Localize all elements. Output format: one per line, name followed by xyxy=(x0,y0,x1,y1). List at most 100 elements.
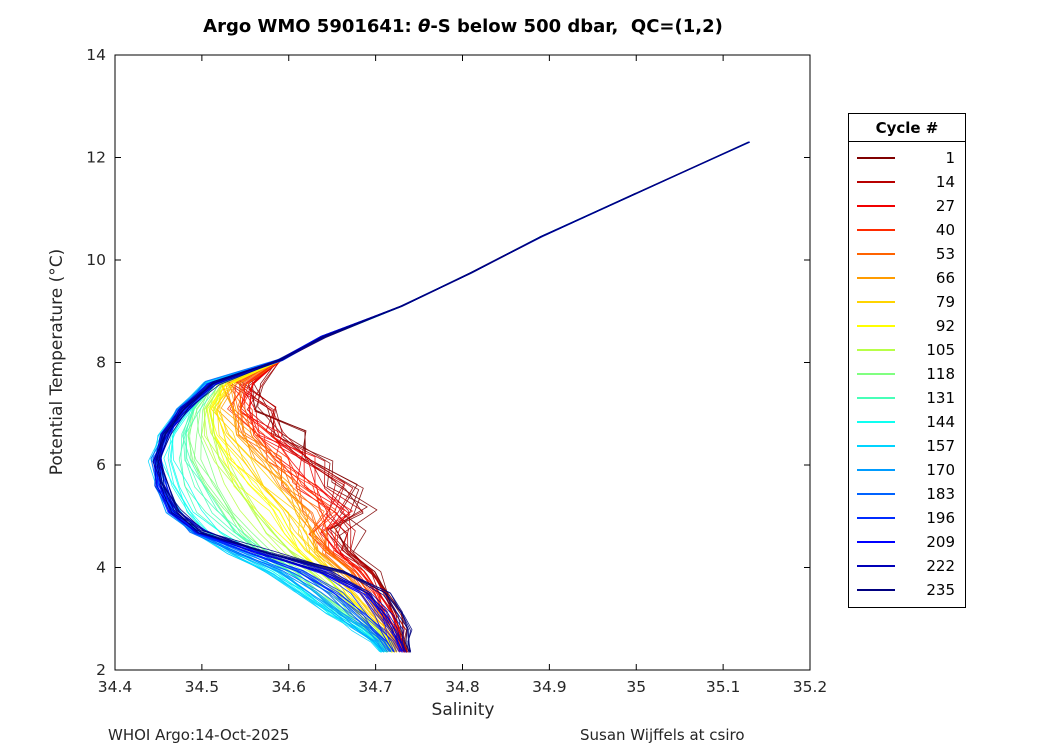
legend-entry: 209 xyxy=(849,530,965,554)
profile-line xyxy=(155,192,637,652)
profile-line xyxy=(156,141,749,653)
legend-entry: 105 xyxy=(849,338,965,362)
profile-line xyxy=(185,141,750,653)
legend-line-sample xyxy=(849,373,895,375)
legend-entry: 66 xyxy=(849,266,965,290)
profile-line xyxy=(152,193,637,653)
legend-entry: 144 xyxy=(849,410,965,434)
legend-entry-label: 144 xyxy=(926,413,955,431)
legend: Cycle # 1 14 27 40 53 66 79 92 105 118 131 144 157 17… xyxy=(848,113,966,608)
legend-entry: 157 xyxy=(849,434,965,458)
profile-line xyxy=(237,193,637,653)
chart-title-suffix: -S below 500 dbar, QC=(1,2) xyxy=(430,16,723,37)
legend-entry-label: 105 xyxy=(926,341,955,359)
legend-line-sample xyxy=(849,253,895,255)
legend-entries: 1 14 27 40 53 66 79 92 105 118 131 144 157 170 183 196 2… xyxy=(849,142,965,607)
profile-line xyxy=(203,192,637,653)
y-tick-label: 2 xyxy=(96,661,106,679)
legend-entry-label: 209 xyxy=(926,533,955,551)
legend-entry: 79 xyxy=(849,290,965,314)
profile-line xyxy=(154,141,750,652)
y-tick-label: 8 xyxy=(96,354,106,372)
x-tick-label: 34.7 xyxy=(358,678,393,696)
profile-line xyxy=(161,193,637,653)
profile-line xyxy=(225,192,636,652)
y-tick-label: 14 xyxy=(86,46,106,64)
x-tick-label: 35.2 xyxy=(793,678,828,696)
legend-line-sample xyxy=(849,397,895,399)
legend-line-sample xyxy=(849,349,895,351)
y-tick-label: 4 xyxy=(96,559,106,577)
legend-entry-label: 92 xyxy=(935,317,955,335)
x-tick-label: 34.4 xyxy=(98,678,133,696)
legend-entry-label: 170 xyxy=(926,461,955,479)
profile-line xyxy=(157,192,636,652)
legend-line-sample xyxy=(849,181,895,183)
profile-line xyxy=(239,236,541,652)
legend-entry: 118 xyxy=(849,362,965,386)
legend-entry-label: 235 xyxy=(926,581,955,599)
legend-line-sample xyxy=(849,493,895,495)
legend-entry-label: 1 xyxy=(945,149,955,167)
legend-line-sample xyxy=(849,301,895,303)
legend-entry: 222 xyxy=(849,554,965,578)
x-tick-label: 34.5 xyxy=(185,678,220,696)
legend-line-sample xyxy=(849,565,895,567)
legend-entry-label: 66 xyxy=(935,269,955,287)
legend-entry-label: 53 xyxy=(935,245,955,263)
x-tick-label: 34.9 xyxy=(532,678,567,696)
profile-line xyxy=(156,236,541,653)
legend-entry-label: 118 xyxy=(926,365,955,383)
legend-line-sample xyxy=(849,541,895,543)
legend-entry: 196 xyxy=(849,506,965,530)
y-tick-label: 10 xyxy=(86,251,106,269)
profile-line xyxy=(160,141,749,652)
legend-line-sample xyxy=(849,277,895,279)
y-axis-label: Potential Temperature (°C) xyxy=(47,248,67,476)
legend-line-sample xyxy=(849,469,895,471)
legend-entry: 53 xyxy=(849,242,965,266)
profile-line xyxy=(153,236,542,652)
legend-entry-label: 40 xyxy=(935,221,955,239)
legend-entry-label: 27 xyxy=(935,197,955,215)
profile-line xyxy=(235,141,750,652)
footer-left-text: WHOI Argo:14-Oct-2025 xyxy=(108,726,290,744)
chart-title: Argo WMO 5901641: θ-S below 500 dbar, QC… xyxy=(115,16,811,37)
legend-entry-label: 79 xyxy=(935,293,955,311)
legend-line-sample xyxy=(849,205,895,207)
legend-entry-label: 196 xyxy=(926,509,955,527)
y-tick-label: 12 xyxy=(86,149,106,167)
chart-title-prefix: Argo WMO 5901641: xyxy=(203,16,418,37)
legend-entry: 40 xyxy=(849,218,965,242)
legend-line-sample xyxy=(849,157,895,159)
profile-line xyxy=(189,141,749,652)
profile-line xyxy=(152,141,750,652)
legend-entry: 235 xyxy=(849,578,965,602)
legend-line-sample xyxy=(849,325,895,327)
legend-line-sample xyxy=(849,517,895,519)
axes-box xyxy=(114,54,811,671)
x-tick-label: 34.8 xyxy=(445,678,480,696)
legend-entry-label: 157 xyxy=(926,437,955,455)
legend-entry-label: 183 xyxy=(926,485,955,503)
profile-line xyxy=(235,236,541,653)
profile-line xyxy=(147,236,541,653)
profile-line xyxy=(239,236,541,652)
profile-line xyxy=(182,192,637,653)
profile-line xyxy=(156,236,541,652)
legend-title: Cycle # xyxy=(849,114,965,142)
legend-entry-label: 14 xyxy=(935,173,955,191)
legend-entry-label: 222 xyxy=(926,557,955,575)
legend-entry: 14 xyxy=(849,170,965,194)
profile-line xyxy=(213,193,637,653)
legend-line-sample xyxy=(849,229,895,231)
profile-line xyxy=(153,193,637,653)
theta-symbol: θ xyxy=(417,16,431,37)
profile-line xyxy=(163,141,750,652)
x-tick-label: 35.1 xyxy=(706,678,741,696)
legend-entry-label: 131 xyxy=(926,389,955,407)
x-axis-label: Salinity xyxy=(431,700,495,720)
legend-line-sample xyxy=(849,421,895,423)
profile-line xyxy=(153,192,636,653)
